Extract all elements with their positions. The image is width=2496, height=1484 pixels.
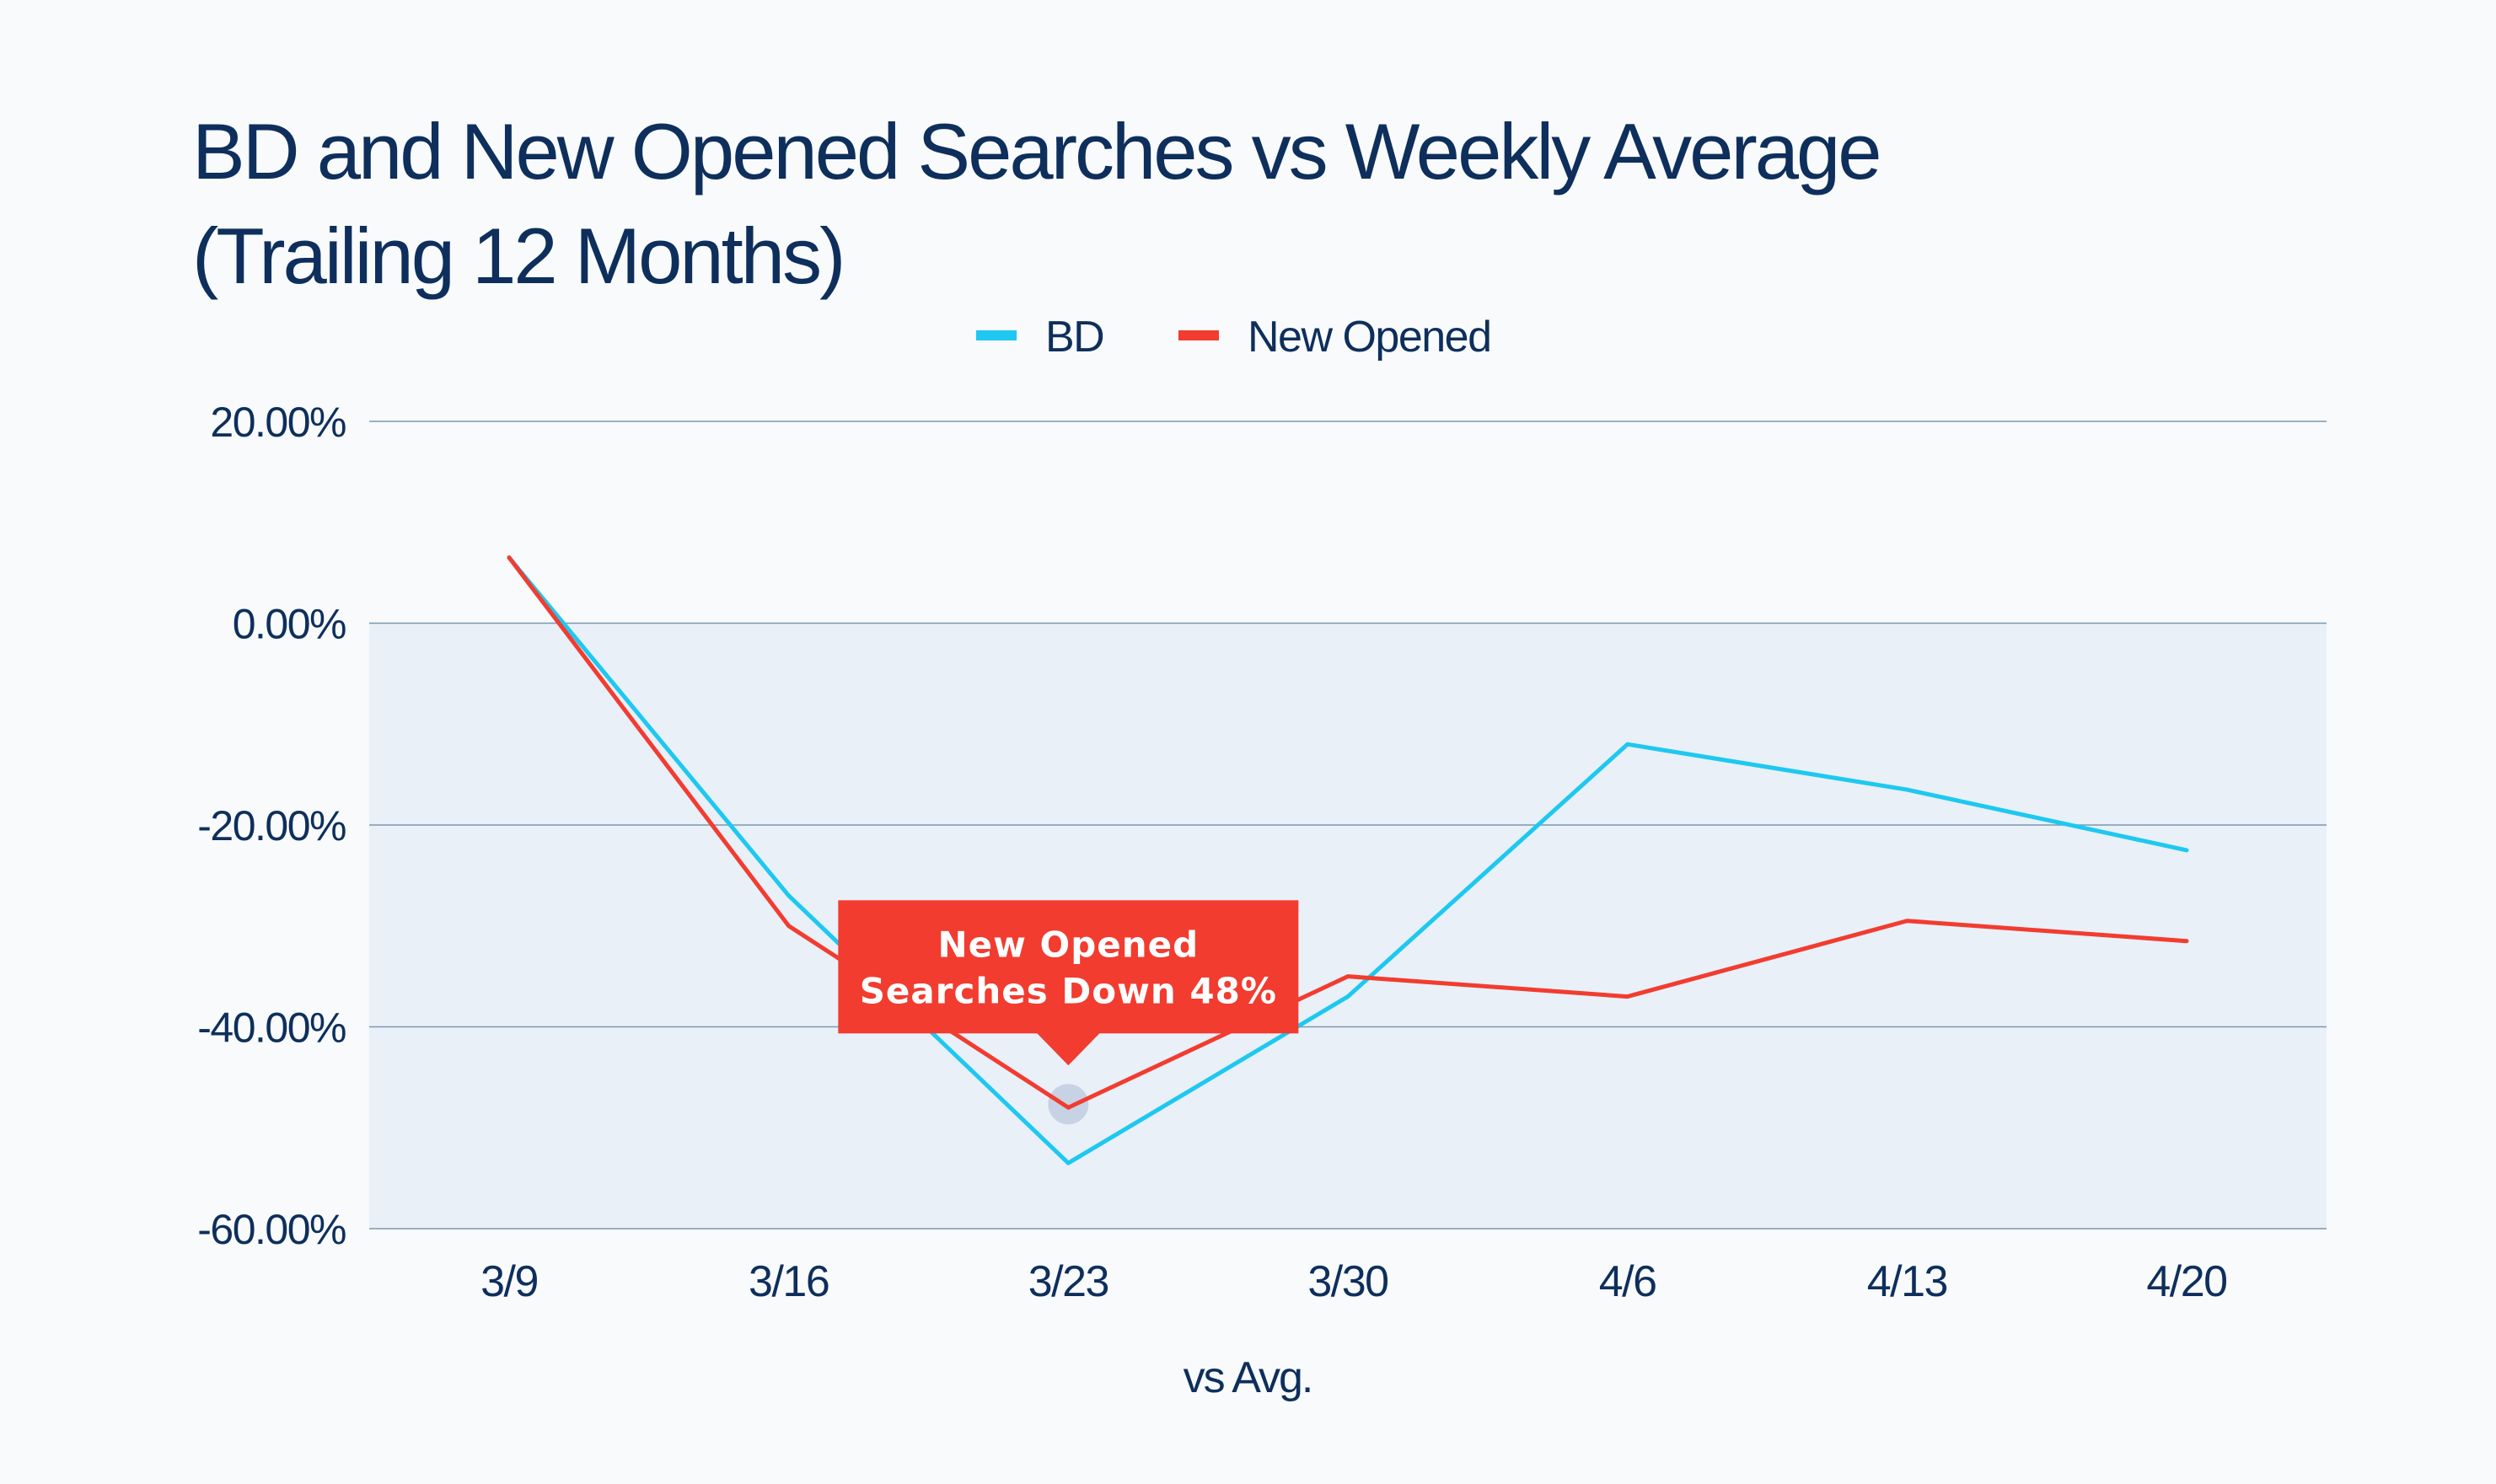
highlight-point-marker bbox=[1048, 1084, 1089, 1125]
legend-swatch bbox=[976, 330, 1017, 340]
legend: BD New Opened bbox=[976, 313, 1492, 362]
chart-title-line1: BD and New Opened Searches vs Weekly Ave… bbox=[192, 107, 1880, 196]
x-axis-ticks: 3/9 3/16 3/23 3/30 4/6 4/13 4/20 bbox=[480, 1257, 2228, 1306]
legend-swatch bbox=[1178, 330, 1219, 340]
x-tick-label: 3/30 bbox=[1307, 1257, 1388, 1306]
x-tick-label: 3/9 bbox=[480, 1257, 538, 1306]
annotation-callout: New Opened Searches Down 48% bbox=[838, 900, 1299, 1066]
callout-pointer bbox=[1036, 1032, 1101, 1066]
x-tick-label: 4/20 bbox=[2146, 1257, 2226, 1306]
legend-label: New Opened bbox=[1248, 313, 1491, 362]
x-tick-label: 4/13 bbox=[1867, 1257, 1947, 1306]
y-axis-ticks: 20.00% 0.00% -20.00% -40.00% -60.00% bbox=[197, 399, 346, 1253]
gridlines bbox=[369, 421, 2327, 1230]
legend-label: BD bbox=[1045, 313, 1103, 362]
x-tick-label: 3/23 bbox=[1028, 1257, 1108, 1306]
chart-title-line2: (Trailing 12 Months) bbox=[192, 212, 843, 300]
series-line-new-opened bbox=[507, 555, 2189, 1110]
y-tick-label: -20.00% bbox=[197, 802, 346, 849]
y-tick-label: -40.00% bbox=[197, 1005, 346, 1052]
x-tick-label: 3/16 bbox=[749, 1257, 829, 1306]
y-tick-label: 0.00% bbox=[233, 601, 346, 648]
callout-box bbox=[838, 900, 1299, 1034]
y-tick-label: -60.00% bbox=[197, 1206, 346, 1253]
x-tick-label: 4/6 bbox=[1599, 1257, 1656, 1306]
negative-region-background bbox=[369, 623, 2327, 1229]
series-line-bd bbox=[507, 555, 2189, 1165]
callout-text-line2: Searches Down 48% bbox=[860, 970, 1277, 1011]
x-axis-label: vs Avg. bbox=[1184, 1353, 1312, 1402]
callout-text-line1: New Opened bbox=[937, 924, 1199, 965]
y-tick-label: 20.00% bbox=[210, 399, 346, 446]
series-lines bbox=[507, 555, 2189, 1165]
